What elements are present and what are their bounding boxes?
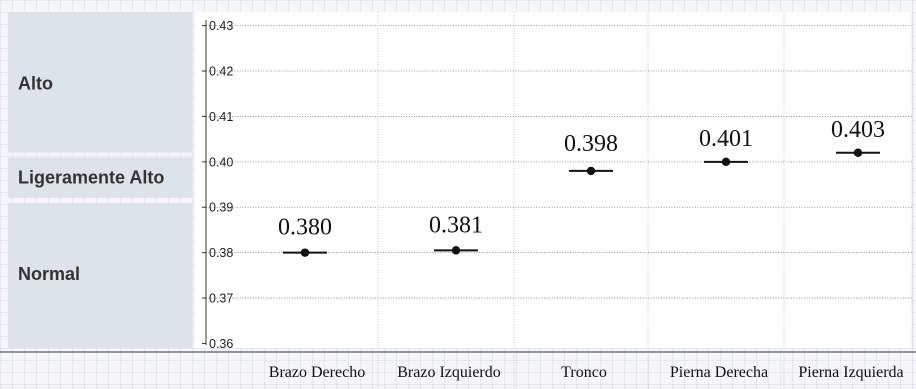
category-bands: Alto Ligeramente Alto Normal — [8, 12, 192, 348]
x-category-label: Brazo Derecho — [269, 364, 365, 381]
y-tick-label: 0.38 — [209, 246, 233, 260]
data-label: 0.401 — [699, 126, 753, 152]
x-category-label: Tronco — [561, 364, 607, 381]
y-tick-label: 0.40 — [209, 155, 233, 169]
data-point — [451, 246, 461, 255]
data-marks: 0.380 0.381 0.398 0.401 0.403 — [278, 117, 885, 257]
y-axis: 0.36 0.37 0.38 0.39 0.40 0.41 0.42 0.43 — [202, 19, 233, 351]
data-point — [586, 166, 596, 176]
band-normal — [8, 202, 192, 348]
data-label: 0.398 — [564, 131, 618, 157]
plot-area — [195, 12, 912, 348]
y-tick-label: 0.39 — [209, 201, 233, 215]
x-axis-labels: Brazo Derecho Brazo Izquierdo Tronco Pierna… — [0, 351, 916, 389]
band-label: Ligeramente Alto — [18, 168, 164, 188]
data-label: 0.380 — [278, 215, 332, 241]
x-category-label: Pierna Izquierda — [798, 364, 903, 381]
data-label: 0.403 — [831, 117, 885, 143]
data-point — [300, 248, 310, 257]
band-label: Normal — [18, 264, 80, 284]
y-tick-label: 0.36 — [209, 337, 233, 351]
data-point — [853, 148, 863, 157]
data-point — [721, 157, 731, 167]
x-category-label: Brazo Izquierdo — [397, 364, 501, 381]
y-tick-label: 0.41 — [209, 110, 233, 124]
band-ligeramente-alto — [8, 157, 192, 198]
x-category-label: Pierna Derecha — [670, 364, 768, 381]
band-alto — [8, 12, 192, 153]
band-label: Alto — [18, 74, 53, 94]
y-tick-label: 0.37 — [209, 292, 233, 306]
y-tick-label: 0.42 — [209, 65, 233, 79]
y-tick-label: 0.43 — [209, 19, 233, 33]
plot-background — [195, 12, 912, 348]
data-label: 0.381 — [429, 212, 483, 238]
